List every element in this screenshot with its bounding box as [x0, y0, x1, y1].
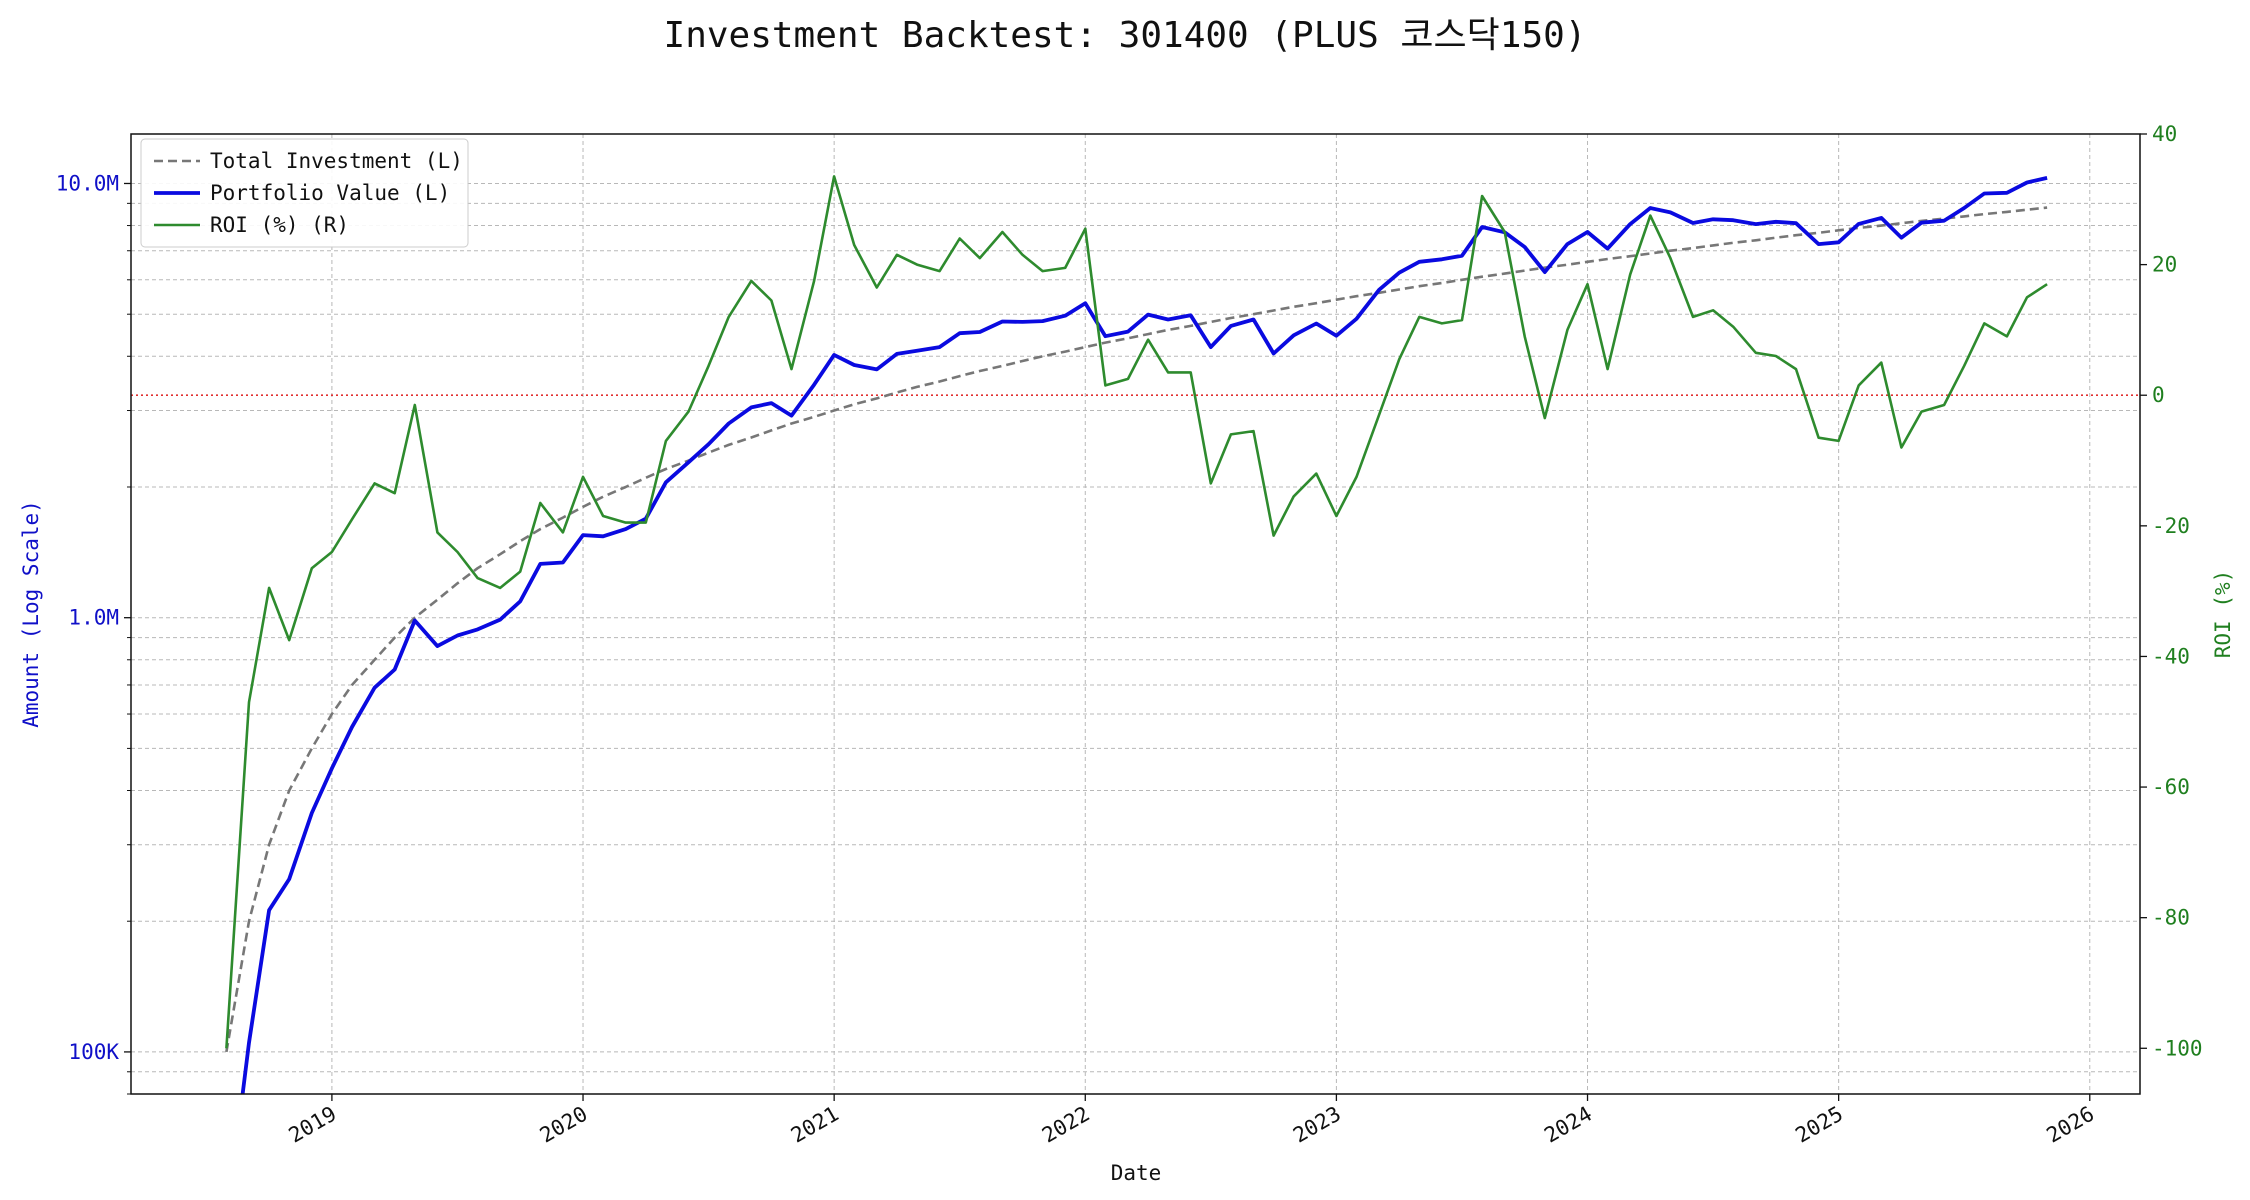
x-axis-label: Date: [1111, 1161, 1162, 1185]
plot-frame: [130, 133, 2141, 1095]
y-right-axis-label: ROI (%): [2211, 570, 2235, 659]
y-right-tick-label: -60: [2152, 775, 2190, 799]
x-tick-label: 2020: [536, 1102, 592, 1148]
y-right-tick-label: 0: [2152, 383, 2165, 407]
y-right-tick-label: -20: [2152, 514, 2190, 538]
x-tick-label: 2023: [1289, 1102, 1345, 1148]
series-layer: [225, 175, 2048, 1094]
y-right-tick-label: -80: [2152, 906, 2190, 930]
x-tick-label: 2019: [285, 1102, 341, 1148]
x-tick-label: 2024: [1540, 1102, 1596, 1148]
legend-label-portfolio: Portfolio Value (L): [210, 181, 450, 205]
x-tick-label: 2026: [2042, 1102, 2098, 1148]
y-right-tick-label: 40: [2152, 122, 2177, 146]
y-left-tick-label: 1.0M: [68, 606, 119, 630]
legend-label-roi: ROI (%) (R): [210, 213, 349, 237]
series-line-roi: [225, 175, 2048, 1049]
chart-title: Investment Backtest: 301400 (PLUS 코스닥150…: [664, 15, 1587, 56]
y-right-tick-label: -40: [2152, 644, 2190, 668]
y-left-tick-label: 10.0M: [56, 171, 119, 195]
y-right-tick-label: 20: [2152, 253, 2177, 277]
series-line-portfolio: [240, 176, 2048, 1094]
grid-layer: [131, 134, 2140, 1095]
legend-box: [140, 138, 469, 248]
x-tick-label: 2021: [787, 1102, 843, 1148]
x-tick-label: 2025: [1791, 1102, 1847, 1148]
x-tick-label: 2022: [1038, 1102, 1094, 1148]
y-left-axis-label: Amount (Log Scale): [19, 500, 43, 728]
y-right-tick-label: -100: [2152, 1036, 2203, 1060]
legend: Total Investment (L) Portfolio Value (L) R…: [140, 138, 469, 248]
series-line-total: [225, 206, 2048, 1053]
legend-label-total: Total Investment (L): [210, 149, 463, 173]
tick-layer: 2019 2020 2021 2022 2023 2024 2025 2026 100K 1.0M…: [56, 122, 2203, 1148]
y-left-tick-label: 100K: [68, 1040, 119, 1064]
